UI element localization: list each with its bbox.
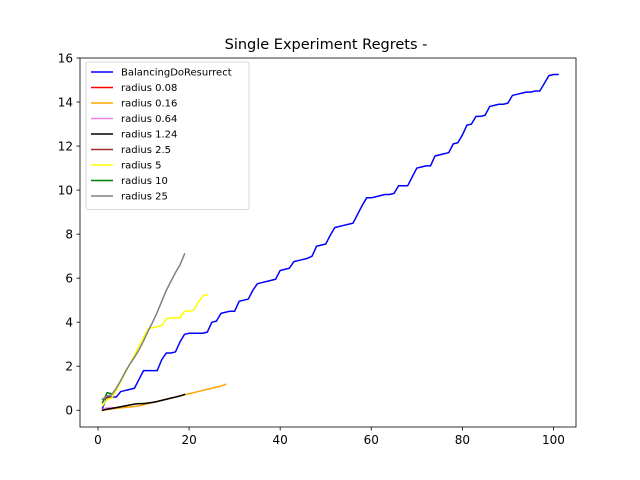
y-tick-label: 8 (65, 227, 73, 241)
x-tick-label: 20 (181, 433, 196, 447)
y-tick-label: 0 (65, 404, 73, 418)
legend-label-5: radius 2.5 (121, 145, 171, 156)
x-tick-label: 100 (542, 433, 565, 447)
x-tick-label: 40 (273, 433, 288, 447)
legend-label-1: radius 0.08 (121, 83, 177, 94)
series-line-8 (101, 252, 186, 401)
axes-frame (79, 57, 577, 428)
legend-label-4: radius 1.24 (121, 130, 177, 141)
x-tick-label: 80 (455, 433, 470, 447)
y-tick-label: 16 (58, 51, 73, 65)
series-line-4 (101, 393, 186, 412)
plot-area: 0 20 40 60 80 100 0 2 4 6 8 10 12 14 16 (58, 51, 577, 447)
series-line-7 (101, 391, 113, 404)
series-line-3 (101, 406, 113, 411)
legend-label-7: radius 10 (121, 176, 168, 187)
legend-box (85, 61, 250, 210)
y-tick-label: 14 (58, 95, 73, 109)
y-tick-label: 10 (58, 183, 73, 197)
y-tick-label: 4 (65, 316, 73, 330)
legend-label-0: BalancingDoResurrect (121, 68, 232, 79)
legend: BalancingDoResurrect radius 0.08 radius 0.… (85, 61, 250, 210)
x-tick-label: 0 (94, 433, 102, 447)
legend-label-6: radius 5 (121, 161, 161, 172)
y-tick-label: 2 (65, 360, 73, 374)
series-group (101, 73, 559, 412)
chart-title: Single Experiment Regrets - (225, 37, 428, 53)
series-line-0 (101, 73, 559, 410)
legend-label-2: radius 0.16 (121, 99, 177, 110)
y-tick-label: 12 (58, 139, 73, 153)
y-tick-label: 6 (65, 271, 73, 285)
x-tick-label: 60 (364, 433, 379, 447)
legend-label-3: radius 0.64 (121, 114, 177, 125)
legend-label-8: radius 25 (121, 192, 168, 203)
